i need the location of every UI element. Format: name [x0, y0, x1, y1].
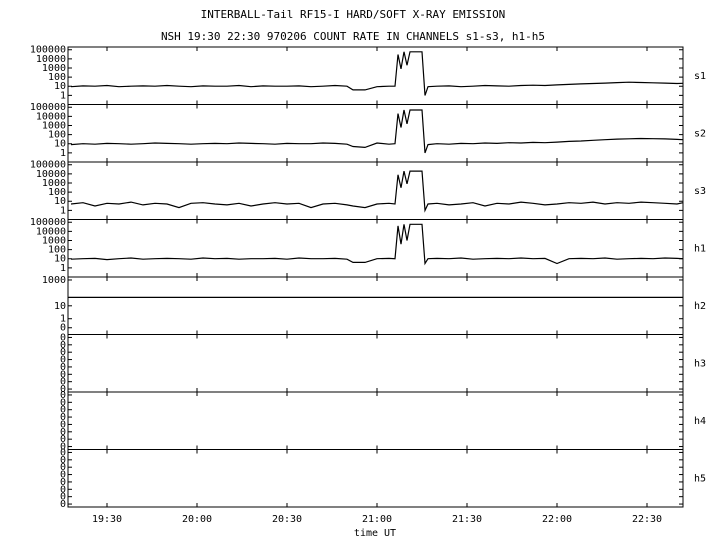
y-tick-label: 1 [60, 205, 66, 216]
x-tick-label: 20:00 [182, 514, 212, 525]
y-tick-label: 0 [60, 484, 66, 495]
y-tick-label: 1 [60, 90, 66, 101]
y-tick-label: 0 [60, 397, 66, 408]
x-tick-label: 22:00 [542, 514, 572, 525]
series-label: s1 [694, 71, 706, 82]
x-tick-label: 21:30 [452, 514, 482, 525]
series-label: h3 [694, 358, 706, 369]
y-tick-label: 100000 [30, 160, 66, 171]
data-line [70, 223, 684, 266]
y-tick-label: 10000 [36, 169, 66, 180]
y-tick-label: 10000 [36, 54, 66, 65]
data-line [70, 170, 684, 213]
series-label: s3 [694, 186, 706, 197]
y-tick-label: 0 [60, 412, 66, 423]
series-label: h4 [694, 416, 706, 427]
y-tick-label: 0 [60, 492, 66, 503]
y-tick-label: 0 [60, 384, 66, 395]
y-tick-label: 0 [60, 427, 66, 438]
y-tick-label: 10 [54, 81, 66, 92]
y-tick-label: 10000 [36, 226, 66, 237]
x-tick-label: 20:30 [272, 514, 302, 525]
y-tick-label: 10 [54, 301, 66, 312]
y-tick-label: 1000 [42, 235, 66, 246]
x-axis-label: time UT [354, 528, 396, 539]
y-tick-label: 0 [60, 362, 66, 373]
series-label: h2 [694, 301, 706, 312]
y-tick-label: 0 [60, 477, 66, 488]
chart-subtitle: NSH 19:30 22:30 970206 COUNT RATE IN CHA… [161, 30, 545, 43]
y-tick-label: 1 [60, 263, 66, 274]
y-tick-label: 0 [60, 434, 66, 445]
y-tick-label: 0 [60, 419, 66, 430]
y-tick-label: 0 [60, 447, 66, 458]
y-tick-label: 100 [48, 72, 66, 83]
data-line [70, 109, 684, 154]
y-tick-label: 0 [60, 347, 66, 358]
y-tick-label: 0 [60, 499, 66, 510]
y-tick-label: 0 [60, 323, 66, 334]
y-tick-label: 100 [48, 130, 66, 141]
y-tick-label: 100000 [30, 45, 66, 56]
y-tick-label: 0 [60, 340, 66, 351]
y-tick-label: 100 [48, 187, 66, 198]
y-tick-label: 1000 [42, 275, 66, 286]
x-tick-label: 22:30 [632, 514, 662, 525]
y-tick-label: 0 [60, 470, 66, 481]
y-tick-label: 10 [54, 139, 66, 150]
y-tick-label: 0 [60, 455, 66, 466]
y-tick-label: 10 [54, 196, 66, 207]
y-tick-label: 0 [60, 377, 66, 388]
chart-title: INTERBALL-Tail RF15-I HARD/SOFT X-RAY EM… [201, 8, 506, 21]
y-tick-label: 100000 [30, 217, 66, 228]
series-label: s2 [694, 128, 706, 139]
y-tick-label: 0 [60, 390, 66, 401]
y-tick-label: 10 [54, 254, 66, 265]
y-tick-label: 0 [60, 405, 66, 416]
data-line [70, 51, 684, 96]
panel-frame [67, 449, 684, 508]
y-tick-label: 100 [48, 245, 66, 256]
y-tick-label: 0 [60, 369, 66, 380]
series-label: h1 [694, 243, 706, 254]
y-tick-label: 10000 [36, 111, 66, 122]
y-tick-label: 1000 [42, 120, 66, 131]
y-tick-label: 0 [60, 332, 66, 343]
x-tick-label: 19:30 [92, 514, 122, 525]
y-tick-label: 1 [60, 314, 66, 325]
y-tick-label: 1000 [42, 63, 66, 74]
y-tick-label: 1 [60, 148, 66, 159]
y-tick-label: 0 [60, 462, 66, 473]
y-tick-label: 1000 [42, 178, 66, 189]
x-tick-label: 21:00 [362, 514, 392, 525]
y-tick-label: 100000 [30, 102, 66, 113]
y-tick-label: 0 [60, 442, 66, 453]
series-label: h5 [694, 473, 706, 484]
y-tick-label: 0 [60, 355, 66, 366]
